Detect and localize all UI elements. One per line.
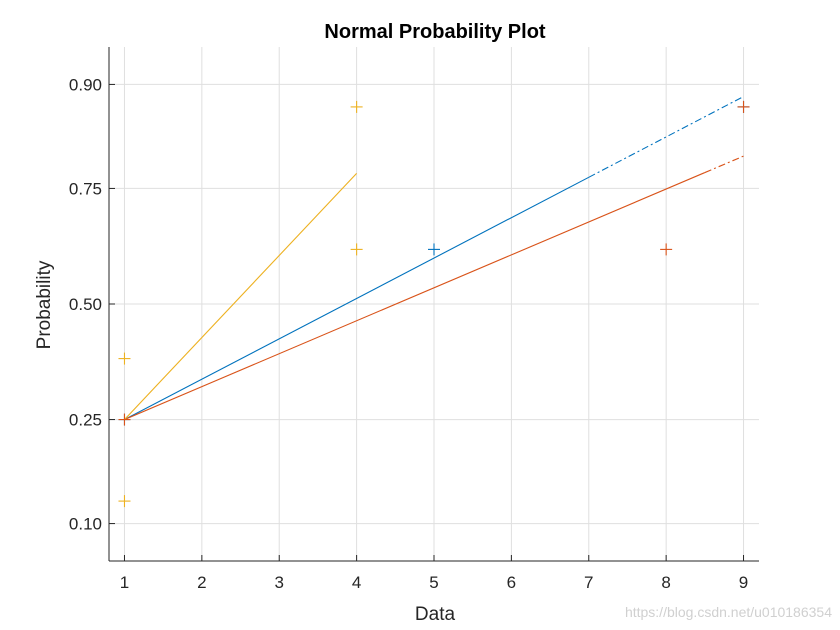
tick-labels: 1 2 3 4 5 6 7 8 9 0.10 0.25 0.50 0.75 0.90	[69, 75, 748, 592]
x-tick-label: 2	[197, 573, 206, 592]
fit-line-extension	[704, 155, 744, 174]
y-tick-label: 0.25	[69, 411, 102, 430]
fit-line-solid	[124, 173, 358, 420]
x-tick-label: 5	[429, 573, 438, 592]
grid-lines	[109, 47, 759, 561]
fit-lines	[124, 96, 744, 421]
x-tick-label: 6	[507, 573, 516, 592]
plus-marker	[350, 243, 363, 256]
data-markers	[118, 100, 750, 508]
x-tick-label: 9	[739, 573, 748, 592]
y-tick-label: 0.75	[69, 179, 102, 198]
x-tick-label: 4	[352, 573, 361, 592]
y-tick-label: 0.90	[69, 75, 102, 94]
x-tick-label: 8	[661, 573, 670, 592]
x-tick-label: 3	[275, 573, 284, 592]
fit-line-solid	[124, 176, 590, 421]
plus-marker	[118, 352, 131, 365]
watermark-text: https://blog.csdn.net/u010186354	[624, 604, 832, 620]
y-tick-label: 0.50	[69, 295, 102, 314]
plus-marker	[660, 243, 673, 256]
fit-line-solid	[124, 172, 706, 421]
plus-marker	[428, 243, 440, 256]
plus-marker	[118, 495, 131, 508]
x-tick-label: 7	[584, 573, 593, 592]
fit-line-extension	[588, 96, 744, 178]
x-axis-label: Data	[415, 604, 456, 625]
y-tick-label: 0.10	[69, 515, 102, 534]
x-tick-label: 1	[120, 573, 129, 592]
axes	[108, 47, 759, 562]
plus-marker	[737, 100, 750, 113]
plus-marker	[350, 100, 363, 113]
chart-title: Normal Probability Plot	[324, 21, 545, 43]
plus-marker	[118, 413, 131, 426]
y-axis-label: Probability	[34, 260, 55, 349]
